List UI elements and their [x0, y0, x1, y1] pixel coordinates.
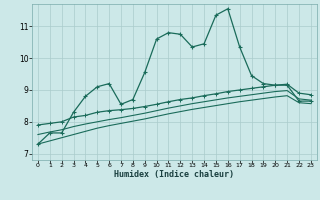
X-axis label: Humidex (Indice chaleur): Humidex (Indice chaleur) [115, 170, 234, 179]
